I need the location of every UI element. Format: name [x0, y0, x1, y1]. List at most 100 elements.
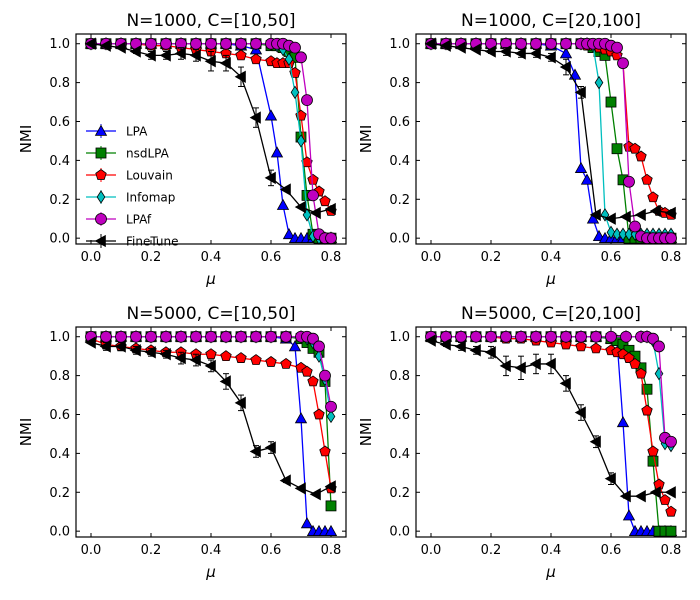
data-point [589, 435, 601, 448]
data-point [604, 472, 616, 485]
chart-title: N=5000, C=[10,50] [126, 304, 295, 324]
data-point [159, 49, 171, 62]
data-point [276, 198, 290, 210]
data-point [647, 332, 659, 345]
plot-frame [75, 33, 347, 245]
data-point [647, 191, 659, 203]
data-point [84, 336, 96, 349]
data-point [300, 517, 314, 529]
data-point [580, 173, 594, 185]
data-point [545, 330, 557, 343]
data-point [635, 150, 647, 162]
data-point [665, 232, 677, 245]
legend-marker [95, 169, 107, 180]
data-point [665, 435, 677, 448]
y-tick-label: 0.2 [49, 486, 70, 501]
data-point [219, 56, 231, 70]
data-point [574, 86, 586, 99]
chart-panel-1: N=1000, C=[10,50] 0.0 0.2 0.4 0.6 0.8 0.0 0.2 0.… [17, 11, 347, 288]
chart-title: N=1000, C=[20,100] [461, 11, 641, 31]
x-tick-label: 0.2 [481, 250, 502, 265]
data-point [439, 39, 451, 52]
data-point [515, 37, 527, 50]
data-point [144, 346, 156, 359]
legend-marker [95, 147, 107, 159]
data-point [264, 171, 276, 185]
data-point [324, 202, 336, 216]
data-point [424, 37, 436, 50]
data-point [560, 330, 572, 343]
series-LPA [424, 37, 678, 243]
data-point [220, 37, 232, 50]
data-point [115, 330, 127, 343]
x-tick-label: 0.2 [141, 250, 162, 265]
data-point [279, 474, 291, 487]
data-point [325, 232, 337, 245]
legend: LPA nsdLPA Louvain Infomap LPAf FineTune [86, 124, 178, 249]
x-tick-label: 0.2 [481, 543, 502, 558]
data-point [129, 45, 141, 58]
y-tick-label: 0.6 [389, 408, 410, 423]
plot-frame [415, 33, 687, 245]
chart-title: N=1000, C=[10,50] [126, 11, 295, 31]
data-point [250, 354, 262, 365]
data-point [634, 489, 646, 503]
data-point [145, 330, 157, 343]
plot-frame [75, 326, 347, 538]
x-axis-label: μ [205, 563, 216, 581]
data-point [529, 357, 541, 371]
legend-marker [94, 124, 108, 136]
data-point [664, 486, 676, 499]
x-tick-label: 0.6 [261, 543, 282, 558]
data-point [160, 330, 172, 343]
data-point [484, 45, 496, 58]
y-tick-label: 0.6 [49, 408, 70, 423]
data-point [289, 41, 301, 54]
x-tick-label: 0.0 [81, 543, 102, 558]
y-axis-label: NMI [17, 418, 35, 447]
data-point [114, 41, 126, 54]
data-point [265, 330, 277, 343]
legend-marker [96, 190, 106, 204]
data-point [160, 37, 172, 50]
data-point [235, 37, 247, 50]
data-point [620, 330, 632, 343]
data-point [544, 51, 556, 64]
y-tick-label: 0.6 [389, 115, 410, 130]
y-tick-label: 1.0 [49, 330, 70, 345]
y-tick-label: 1.0 [49, 37, 70, 52]
data-point [130, 330, 142, 343]
legend-label: Infomap [126, 191, 175, 205]
data-point [189, 353, 201, 367]
data-point [649, 204, 661, 218]
x-tick-label: 0.8 [661, 250, 682, 265]
data-point [250, 330, 262, 343]
data-point [294, 482, 306, 495]
data-point [235, 352, 247, 363]
y-tick-label: 0.4 [49, 154, 70, 169]
data-point [309, 488, 321, 501]
data-point [189, 49, 201, 62]
series-line [431, 43, 671, 239]
series-line [431, 43, 671, 235]
data-point [612, 227, 622, 242]
x-tick-label: 0.0 [81, 250, 102, 265]
data-point [319, 445, 331, 457]
chart-panel-3: N=5000, C=[10,50] 0.0 0.2 0.4 0.6 0.8 0.0 0.2 0.… [17, 304, 347, 581]
data-point [204, 55, 216, 68]
data-point [594, 75, 604, 90]
x-tick-label: 0.6 [601, 543, 622, 558]
series-LPAf [85, 37, 337, 245]
y-tick-label: 1.0 [389, 37, 410, 52]
data-point [499, 359, 511, 373]
data-point [313, 340, 325, 353]
y-tick-label: 0.0 [389, 232, 410, 247]
data-point [174, 351, 186, 365]
data-point [559, 377, 571, 390]
data-point [589, 208, 601, 222]
data-point [575, 330, 587, 343]
series-line [431, 43, 671, 239]
data-point [324, 480, 336, 493]
data-point [159, 348, 171, 361]
